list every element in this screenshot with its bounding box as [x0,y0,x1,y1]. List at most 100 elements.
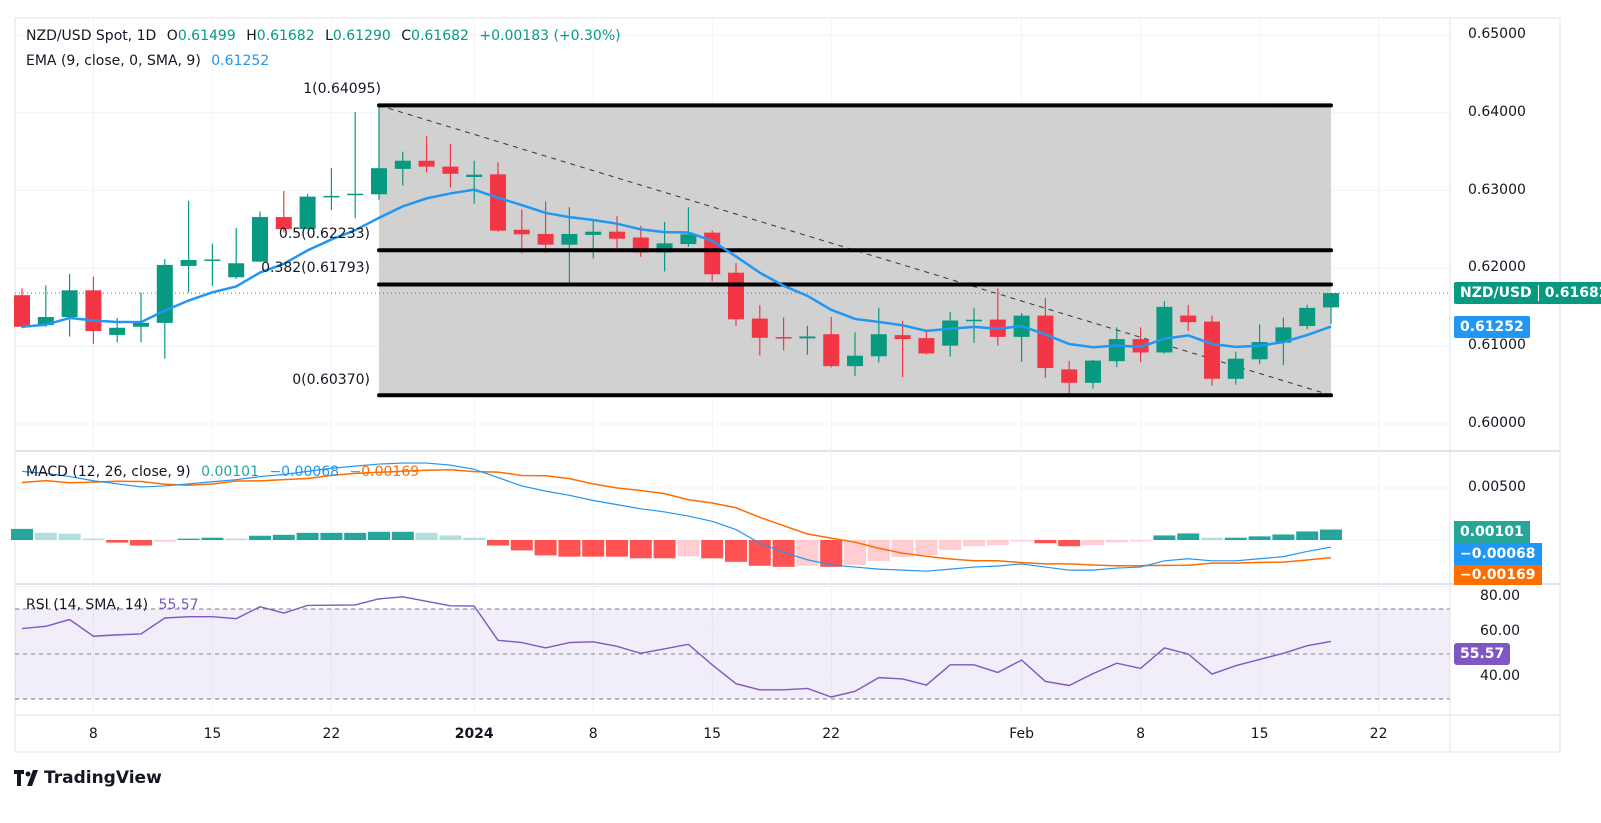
macd-histogram-bar [11,528,33,540]
candle [799,325,816,355]
macd-histogram-bar [1153,535,1176,540]
price-axis-label: 0.61000 [1468,337,1526,354]
fib-label-1: 1(0.64095) [303,81,381,97]
macd-histogram-bar [725,540,747,562]
time-axis-label: Feb [1009,726,1034,742]
macd-histogram-bar [748,540,771,566]
time-axis-label: 8 [1136,726,1146,742]
candle-body [537,233,554,245]
time-axis-label: 15 [203,726,222,742]
ema-legend-label: EMA (9, close, 0, SMA, 9) [26,53,201,69]
candle-body [1061,369,1078,383]
macd-histogram-bar [82,538,105,540]
macd-histogram-bar [463,537,486,540]
macd-histogram-bar [487,540,509,546]
macd-histogram-bar [153,540,176,542]
candle-body [656,243,673,253]
ema-legend-value: 0.61252 [211,53,270,69]
macd-histogram-bar [272,534,295,540]
candle-body [252,217,268,262]
macd-legend[interactable]: MACD (12, 26, close, 9) 0.00101 −0.00068… [26,464,425,480]
macd-signal-tag: −0.00169 [1454,565,1542,585]
candle [228,228,245,279]
candle-body [513,229,530,235]
time-axis-label: 15 [703,726,722,742]
price-axis-label: 0.65000 [1468,26,1526,42]
candle-body [680,234,697,245]
candle-body [799,336,816,339]
macd-line-tag: −0.00068 [1454,543,1542,565]
macd-histogram-bar [439,535,462,540]
candle-body [490,174,506,231]
rsi-axis-label: 80.00 [1480,588,1521,604]
candle [537,201,554,253]
macd-histogram-bar [177,538,200,540]
fib-label-0: 0(0.60370) [292,372,370,388]
candle-body [371,168,387,195]
rsi-legend[interactable]: RSI (14, SMA, 14) 55.57 [26,597,205,613]
candle [180,200,197,293]
candle-body [1037,315,1054,369]
candle-body [466,174,483,177]
macd-hist-tag: 0.00101 [1454,521,1530,543]
tradingview-logo[interactable]: TradingView [14,768,162,788]
candle-body [442,166,459,174]
macd-histogram-bar [606,540,628,557]
fib-label-0.5: 0.5(0.62233) [278,226,370,242]
macd-histogram-bar [1105,540,1128,543]
macd-histogram-bar [963,540,985,547]
candle-body [728,272,744,320]
open-label: O [166,28,178,44]
macd-histogram-bar [296,532,319,540]
chart-frame [14,17,1561,753]
candle [371,105,387,200]
candle-body [204,259,221,261]
candle [656,221,673,272]
rsi-line [21,596,1332,698]
candle-body [275,217,292,230]
macd-histogram-bar [249,535,271,540]
candle-body [109,327,126,335]
macd-histogram-bar [58,533,81,540]
macd-histogram-bar [582,540,605,557]
candle [418,136,435,173]
candle-body [942,320,959,346]
macd-histogram-bar [939,540,962,551]
macd-histogram-bar [1082,540,1104,546]
candle-body [1108,339,1125,362]
macd-histogram-bar [368,531,390,540]
candle-body [37,317,54,326]
macd-histogram-bar [1010,540,1033,542]
candle [561,207,578,283]
candle-body [394,160,411,169]
candle [1061,360,1078,396]
candle [823,316,840,368]
macd-histogram-bar [201,537,224,540]
macd-histogram-bar [130,540,152,546]
macd-histogram-bar [415,532,438,540]
candle [204,243,221,287]
macd-histogram-bar [844,540,866,565]
open-value: 0.61499 [177,28,236,44]
candle-body [14,295,30,327]
macd-histogram-bar [796,540,819,566]
ema-line [21,188,1332,349]
ema-legend[interactable]: EMA (9, close, 0, SMA, 9) 0.61252 [26,53,275,69]
candle [894,320,911,378]
candle [275,190,292,233]
candle [751,305,768,356]
candle-body [847,355,863,367]
macd-histogram-bar [1129,540,1152,542]
rsi-legend-label: RSI (14, SMA, 14) [26,597,149,613]
candle [1085,359,1101,389]
macd-histogram-bar [1201,537,1223,540]
macd-axis-label: 0.00500 [1468,479,1526,495]
candle-body [966,319,982,322]
candle-body [751,318,768,338]
change-value: +0.00183 (+0.30%) [479,28,621,44]
fib-label-0.382: 0.382(0.61793) [261,260,370,276]
candle-body [133,322,149,327]
candle [37,285,54,327]
candle [942,312,959,357]
